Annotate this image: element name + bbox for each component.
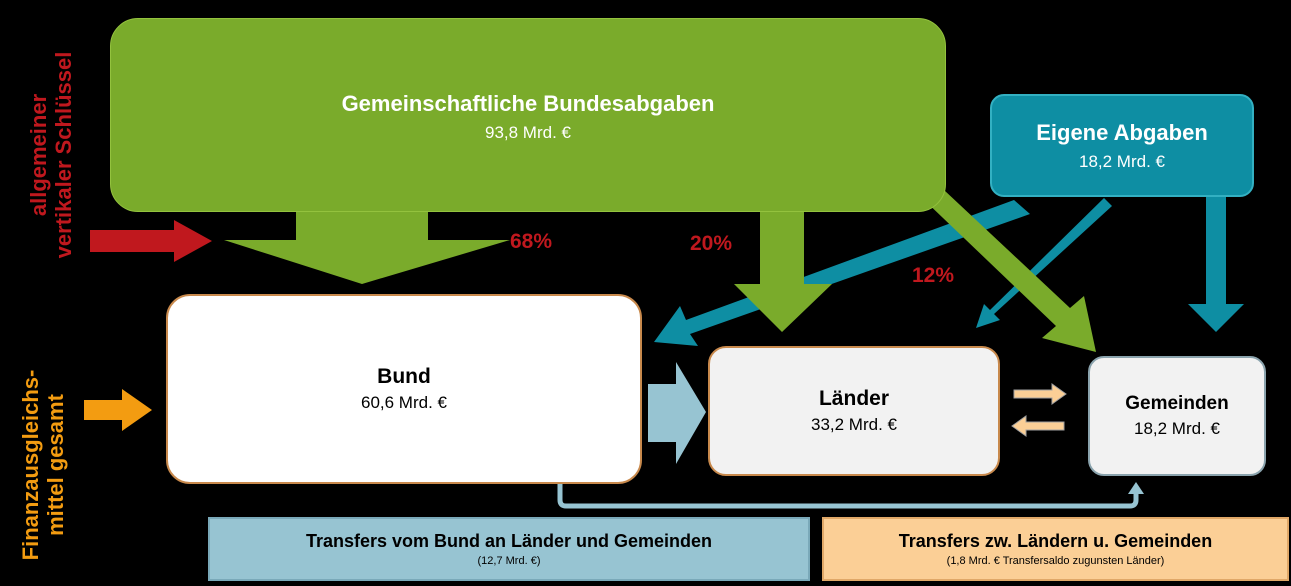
- transfers-laender-note: (1,8 Mrd. € Transfersaldo zugunsten Länd…: [946, 555, 1165, 567]
- bund-amount: 60,6 Mrd. €: [361, 393, 447, 412]
- vertikaler-schluessel-line-2: vertikaler Schlüssel: [51, 51, 76, 259]
- bund-box: Bund 60,6 Mrd. €: [166, 294, 642, 484]
- gemeinden-to-laender-arrow: [1011, 415, 1065, 437]
- teal-arrow-to-gemeinden: [1188, 196, 1244, 332]
- bund-to-gemeinden-transfer-arrowhead: [1128, 482, 1144, 494]
- eigene-title: Eigene Abgaben: [1036, 119, 1208, 145]
- orange-input-arrow: [84, 389, 152, 431]
- transfers-bund-title: Transfers vom Bund an Länder und Gemeind…: [305, 531, 713, 551]
- gemeinschaftliche-title: Gemeinschaftliche Bundesabgaben: [341, 91, 715, 116]
- share-gemeinden-label: 12%: [912, 264, 955, 287]
- green-arrow-to-laender: [734, 210, 832, 332]
- transfers-laender-title: Transfers zw. Ländern u. Gemeinden: [898, 531, 1213, 551]
- laender-box: Länder 33,2 Mrd. €: [708, 346, 1000, 476]
- laender-to-gemeinden-arrow: [1013, 383, 1067, 405]
- bund-title: Bund: [377, 365, 431, 388]
- gemeinden-amount: 18,2 Mrd. €: [1134, 419, 1220, 438]
- transfers-bund-note: (12,7 Mrd. €): [477, 555, 541, 567]
- teal-arrow-to-laender: [976, 198, 1112, 328]
- gemeinschaftliche-bundesabgaben-box: Gemeinschaftliche Bundesabgaben 93,8 Mrd…: [110, 18, 946, 212]
- gemeinschaftliche-amount: 93,8 Mrd. €: [485, 123, 571, 142]
- laender-title: Länder: [818, 387, 889, 410]
- share-bund-label: 68%: [510, 230, 553, 253]
- share-laender-label: 20%: [690, 232, 733, 255]
- finanzausgleichsmittel-label: Finanzausgleichs- mittel gesamt: [18, 345, 74, 585]
- eigene-amount: 18,2 Mrd. €: [1079, 151, 1165, 171]
- teal-arrow-to-bund: [654, 200, 1030, 346]
- finanzausgleichsmittel-line-1: Finanzausgleichs-: [18, 369, 43, 561]
- red-input-arrow: [90, 220, 212, 262]
- transfers-laender-gemeinden-box: Transfers zw. Ländern u. Gemeinden (1,8 …: [822, 517, 1289, 581]
- finanzausgleichsmittel-line-2: mittel gesamt: [43, 394, 68, 536]
- vertikaler-schluessel-line-1: allgemeiner: [26, 93, 51, 217]
- bund-to-gemeinden-transfer-path: [557, 484, 1139, 509]
- eigene-abgaben-box: Eigene Abgaben 18,2 Mrd. €: [990, 94, 1254, 197]
- bund-to-laender-arrow: [648, 362, 706, 464]
- laender-amount: 33,2 Mrd. €: [811, 415, 897, 434]
- green-arrow-to-gemeinden: [920, 190, 1096, 352]
- green-arrow-to-bund: [224, 210, 510, 284]
- transfers-bund-box: Transfers vom Bund an Länder und Gemeind…: [208, 517, 810, 581]
- gemeinden-box: Gemeinden 18,2 Mrd. €: [1088, 356, 1266, 476]
- gemeinden-title: Gemeinden: [1125, 393, 1229, 414]
- vertikaler-schluessel-label: allgemeiner vertikaler Schlüssel: [26, 35, 82, 275]
